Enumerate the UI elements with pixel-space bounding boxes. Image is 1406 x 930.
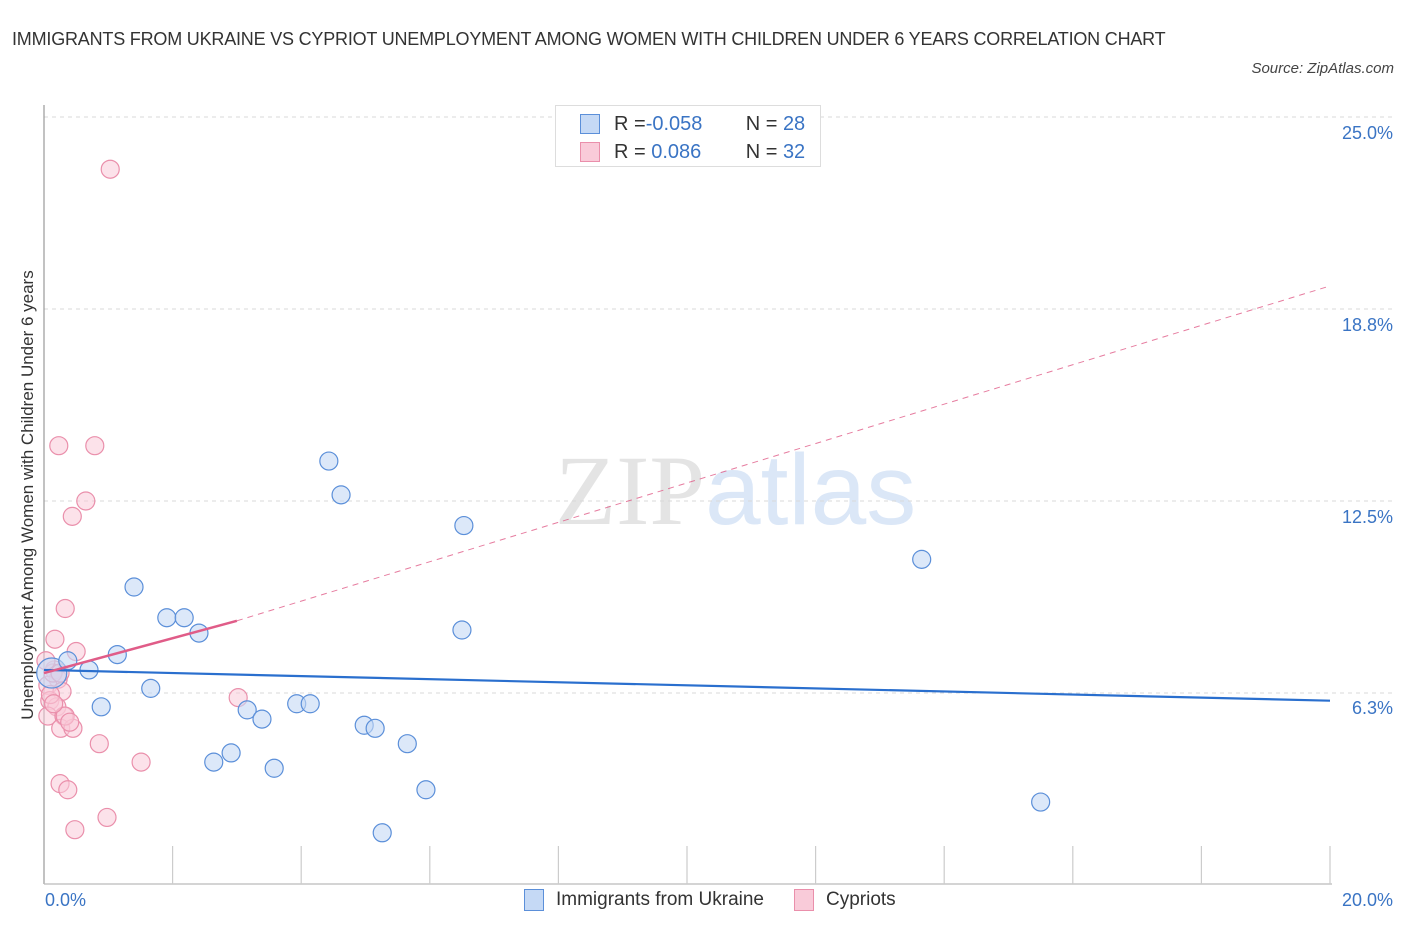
cypriot-point (100, 159, 120, 179)
ukraine-point (36, 657, 68, 689)
legend-row-ukraine: R = -0.058 N = 28 (580, 112, 805, 136)
ukraine-point (204, 752, 224, 772)
watermark: ZIPatlas (555, 440, 916, 541)
r-value: -0.058 (645, 112, 703, 135)
r-label: R = (614, 112, 646, 135)
ukraine-point (416, 780, 436, 800)
ukraine-swatch-icon (580, 114, 600, 134)
ukraine-point (397, 734, 417, 754)
r-label: R = (614, 140, 646, 163)
cypriot-point (45, 629, 65, 649)
x-tick-20: 20.0% (1341, 890, 1393, 910)
ukraine-point (174, 608, 194, 628)
series-legend: Immigrants from Ukraine Cypriots (524, 889, 926, 911)
cypriot-point (60, 712, 80, 732)
ukraine-point (912, 549, 932, 569)
ukraine-point (157, 608, 177, 628)
cypriot-trend-extension (236, 285, 1331, 622)
cypriot-trend-line (43, 619, 238, 675)
ukraine-point (124, 577, 144, 597)
cypriot-point (55, 598, 75, 619)
cypriot-point (62, 506, 82, 526)
ukraine-point (365, 718, 385, 738)
ukraine-point (252, 709, 272, 729)
y-tick-18-8: 18.8% (1341, 315, 1393, 335)
ukraine-point (91, 697, 111, 717)
legend-row-cypriots: R = 0.086 N = 32 (580, 140, 805, 164)
cypriot-point (76, 491, 96, 511)
cypriot-point (65, 820, 85, 840)
ukraine-point (221, 743, 241, 763)
axes (43, 105, 1332, 885)
cypriot-point (49, 436, 69, 456)
n-label: N = (745, 112, 783, 135)
cypriot-point (58, 780, 78, 800)
cypriot-points (36, 159, 248, 840)
ukraine-point (237, 700, 257, 720)
r-value: 0.086 (645, 140, 702, 163)
cypriot-point (44, 694, 64, 714)
ukraine-point (319, 451, 339, 471)
cypriot-point (85, 436, 105, 456)
ukraine-point (1031, 792, 1051, 812)
x-tick-0: 0.0% (45, 890, 87, 910)
cypriot-swatch-icon (794, 889, 814, 911)
watermark-atlas: atlas (705, 434, 917, 546)
cypriot-point (89, 734, 109, 754)
ukraine-point (452, 620, 472, 640)
ukraine-point (300, 694, 320, 714)
source-label: Source: ZipAtlas.com (1251, 60, 1394, 77)
cypriot-point (97, 807, 117, 828)
n-value: 28 (782, 112, 806, 135)
ukraine-point (141, 678, 161, 698)
ukraine-point (264, 758, 284, 778)
y-tick-25: 25.0% (1341, 123, 1393, 143)
legend-item-cypriots[interactable]: Cypriots (794, 889, 896, 911)
legend-item-ukraine[interactable]: Immigrants from Ukraine (524, 889, 764, 911)
ukraine-trend-line (43, 668, 1331, 702)
legend-label: Cypriots (826, 889, 896, 910)
ukraine-points (36, 451, 1051, 843)
chart-title: IMMIGRANTS FROM UKRAINE VS CYPRIOT UNEMP… (12, 29, 1166, 49)
watermark-zip: ZIP (555, 435, 705, 546)
n-label: N = (745, 140, 783, 163)
ukraine-point (454, 515, 474, 536)
correlation-legend: R = -0.058 N = 28 R = 0.086 N = 32 (555, 105, 821, 167)
trend-lines (43, 285, 1331, 702)
y-tick-12-5: 12.5% (1341, 507, 1393, 527)
legend-label: Immigrants from Ukraine (556, 889, 764, 910)
gridlines (44, 116, 1395, 694)
cypriot-swatch-icon (580, 142, 600, 162)
n-value: 32 (782, 140, 806, 163)
ukraine-swatch-icon (524, 889, 544, 911)
ukraine-point (331, 485, 351, 505)
ukraine-point (372, 823, 392, 843)
y-tick-6-3: 6.3% (1351, 698, 1393, 718)
cypriot-point (131, 752, 151, 772)
